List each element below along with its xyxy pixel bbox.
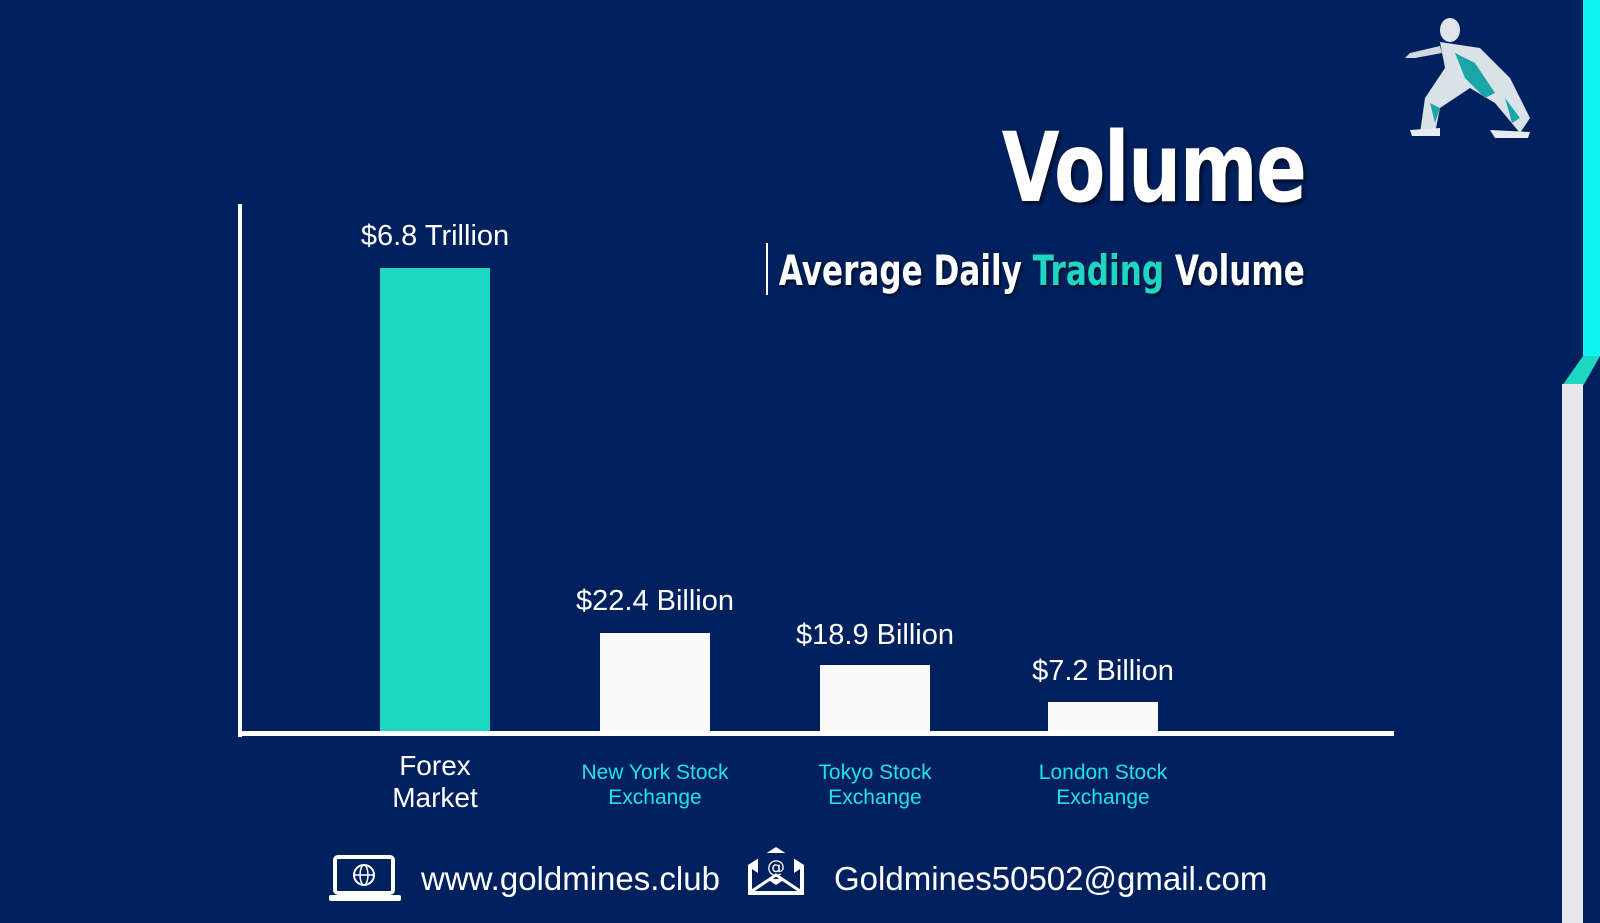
email-envelope-icon: @ xyxy=(748,847,804,895)
subtitle-highlight: Trading xyxy=(1032,246,1165,295)
decor-strip-white xyxy=(1562,384,1583,923)
chart-subtitle: Average Daily Trading Volume xyxy=(779,246,1305,295)
category-label-line: London Stock xyxy=(1038,761,1168,784)
subtitle-divider xyxy=(766,243,768,295)
category-label: London Stock Exchange xyxy=(983,760,1223,810)
website-link[interactable]: www.goldmines.club xyxy=(421,860,720,897)
bar-2 xyxy=(600,633,710,732)
decor-strip-bevel xyxy=(1562,356,1600,386)
category-label: Tokyo Stock Exchange xyxy=(755,760,995,810)
category-label: New York Stock Exchange xyxy=(535,760,775,810)
category-label-line: Exchange xyxy=(828,786,922,809)
category-label-line: New York Stock xyxy=(581,761,729,784)
svg-text:@: @ xyxy=(767,857,785,878)
data-label: $18.9 Billion xyxy=(796,619,954,651)
subtitle-text-1: Average Daily xyxy=(778,246,1033,295)
robot-image xyxy=(1405,18,1530,138)
decor-strip-cyan xyxy=(1583,0,1600,356)
y-axis xyxy=(238,204,242,737)
x-axis xyxy=(238,731,1394,736)
category-label: Forex Market xyxy=(315,750,555,814)
category-label-line: Market xyxy=(392,782,478,813)
category-label-line: Tokyo Stock xyxy=(818,761,932,784)
bar-4 xyxy=(1048,702,1158,732)
bar-1 xyxy=(380,268,490,732)
category-label-line: Exchange xyxy=(1056,786,1150,809)
laptop-globe-icon xyxy=(329,855,401,901)
page-title: Volume xyxy=(1001,112,1306,224)
subtitle-text-2: Volume xyxy=(1164,246,1305,295)
data-label: $22.4 Billion xyxy=(576,585,734,617)
email-link[interactable]: Goldmines50502@gmail.com xyxy=(834,860,1268,897)
category-label-line: Forex xyxy=(399,750,471,781)
data-label: $6.8 Trillion xyxy=(360,220,510,252)
data-label: $7.2 Billion xyxy=(1032,655,1174,687)
bar-3 xyxy=(820,665,930,732)
category-label-line: Exchange xyxy=(608,786,702,809)
